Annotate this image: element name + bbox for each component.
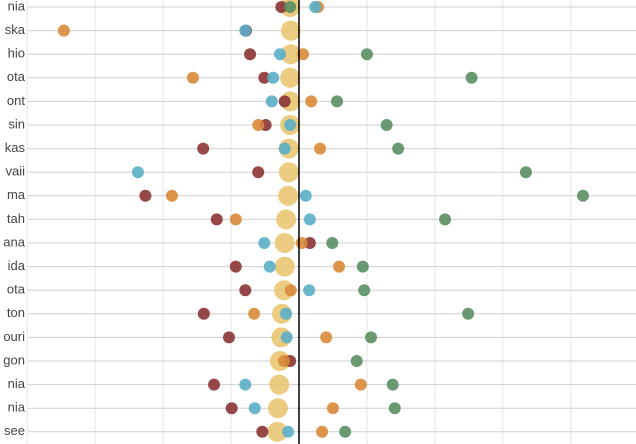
dot [186,71,199,84]
dot [197,307,210,320]
dot [239,284,252,297]
dot [350,355,363,367]
dot [388,402,401,415]
dot [248,307,261,320]
dot [274,256,295,277]
dot [248,402,261,415]
dot [297,48,310,61]
dot [208,378,221,391]
dot [263,260,276,273]
dot [316,425,329,438]
dot [244,48,257,61]
y-tick-label: ana [3,234,25,249]
dot [139,189,152,202]
dot [386,378,399,391]
dot [299,189,312,202]
y-tick-label: ida [8,258,26,273]
dot [278,95,291,108]
dot [284,1,297,13]
dot [210,213,223,226]
dot [303,284,316,297]
dot [267,398,288,419]
y-tick-label: tah [7,211,25,226]
dot [280,67,301,88]
dot [197,142,210,155]
y-tick-label: ouri [3,329,25,344]
dot [284,119,297,131]
dot [275,1,288,13]
dot [358,284,371,297]
dot [295,237,308,249]
dot [131,166,144,179]
dot [326,402,339,415]
dot [331,95,344,108]
dot [392,142,405,155]
dot [222,331,235,344]
dot [273,48,286,61]
y-tick-label: ska [5,22,26,37]
dot [333,260,346,273]
dot [265,95,278,108]
dot [57,24,70,37]
dot [165,189,178,202]
dot [280,44,301,65]
dot [278,185,299,206]
dot [274,233,295,253]
y-tick-label: ota [7,282,26,297]
dot [282,425,295,438]
dot [320,331,333,344]
y-tick-label: sin [8,116,25,131]
dot [252,119,265,131]
y-tick-label: ton [7,305,25,320]
dot [276,209,297,230]
y-tick-label: see [4,423,25,438]
dot [284,284,297,297]
dot [239,378,252,391]
dot [267,421,288,442]
dot [354,378,367,391]
dot [278,142,291,155]
y-tick-label: nia [8,376,26,391]
dot [303,213,316,226]
dot [225,402,238,415]
dot [462,307,475,320]
dot [280,20,301,41]
dot [278,355,291,367]
dot [269,374,290,395]
dot [339,425,352,438]
dot [305,95,318,108]
dot [267,71,280,84]
dot [280,307,293,320]
dot [356,260,369,273]
y-tick-label: nia [8,400,26,415]
dot [280,331,293,344]
dot [465,71,478,84]
y-tick-label: kas [5,140,26,155]
dot [519,166,532,179]
dot [314,142,327,155]
dot [326,237,339,249]
y-tick-label: nia [8,0,26,13]
dot [278,162,299,183]
dot [229,213,242,226]
dot [360,48,373,61]
dot [258,71,271,84]
dot [239,24,252,37]
y-tick-label: ont [7,93,25,108]
dot [439,213,452,226]
dot [365,331,377,344]
dot [252,166,265,179]
dot [577,189,589,202]
dot [229,260,242,273]
y-tick-label: hio [8,46,25,61]
dot [309,1,322,13]
y-tick-label: ma [7,187,26,202]
dot [256,425,269,438]
dot [258,237,271,249]
y-tick-label: vaii [5,164,25,179]
y-tick-label: gon [3,352,25,367]
y-tick-label: ota [7,69,26,84]
dot [380,119,393,131]
